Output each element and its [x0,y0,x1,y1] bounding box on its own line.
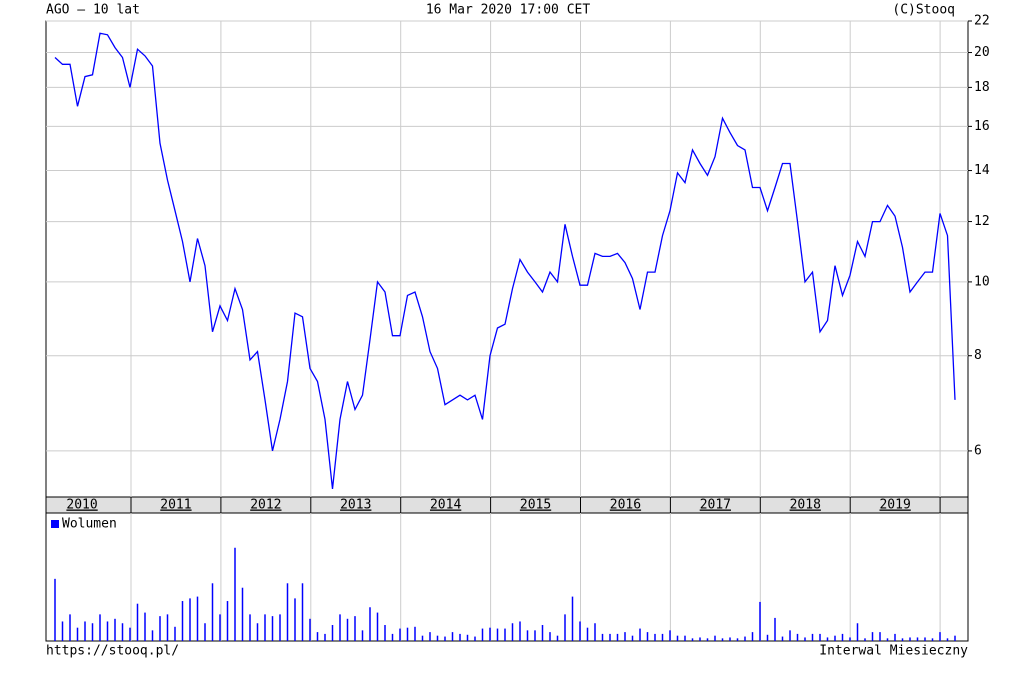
y-tick-label: 12 [974,214,990,229]
header-right: (C)Stooq [892,3,955,18]
footer-left[interactable]: https://stooq.pl/ [46,644,179,659]
year-label: 2010 [66,498,97,513]
y-tick-label: 14 [974,163,990,178]
y-tick-label: 6 [974,443,982,458]
year-label: 2013 [340,498,371,513]
y-tick-label: 20 [974,45,990,60]
y-tick-label: 10 [974,274,990,289]
year-label: 2018 [790,498,821,513]
y-tick-label: 16 [974,119,990,134]
year-label: 2016 [610,498,641,513]
y-tick-label: 8 [974,348,982,363]
legend-label: Wolumen [62,517,117,532]
y-tick-label: 18 [974,80,990,95]
header-center: 16 Mar 2020 17:00 CET [426,3,591,18]
year-label: 2014 [430,498,461,513]
year-label: 2017 [700,498,731,513]
legend-swatch [51,520,59,528]
y-tick-label: 22 [974,14,990,29]
year-label: 2011 [160,498,191,513]
price-line [54,32,956,489]
year-label: 2019 [879,498,910,513]
header-left: AGO – 10 lat [46,3,140,18]
year-label: 2012 [250,498,281,513]
volume-frame [45,512,969,642]
year-label: 2015 [520,498,551,513]
footer-right: Interwal Miesieczny [819,644,968,659]
